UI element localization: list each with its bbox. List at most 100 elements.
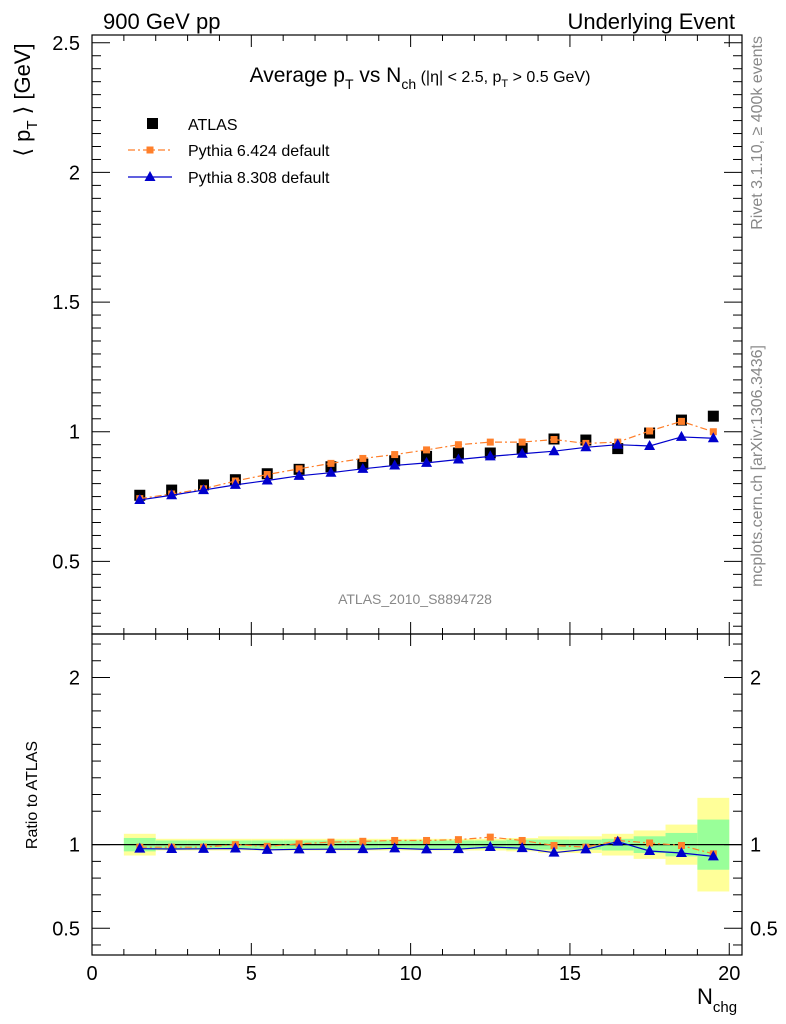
pythia8-main-point (421, 456, 433, 467)
pythia8-ratio-point (516, 842, 528, 853)
ratio-y-tick-label-right: 1 (750, 835, 761, 857)
legend-label-pythia8: Pythia 8.308 default (188, 170, 330, 187)
pythia6-ratio-point (391, 836, 399, 844)
ratio-y-axis-label: Ratio to ATLAS (24, 741, 41, 849)
main-y-tick-label: 2.5 (52, 33, 80, 55)
ratio-panel: 0 5 10 15 20 0.5 0.5 1 1 2 2 (52, 633, 778, 985)
pythia8-ratio-point (325, 843, 337, 854)
pythia8-ratio-point (261, 843, 273, 854)
pythia8-ratio-point (484, 840, 496, 851)
main-y-axis-label: ⟨ pT ⟩ [GeV] (10, 43, 41, 156)
pythia8-main-point (134, 493, 146, 504)
main-y-tick-label: 0.5 (52, 551, 80, 573)
x-tick-label: 0 (86, 963, 97, 985)
legend-marker-pythia8 (144, 171, 156, 181)
pythia8-main-point (166, 489, 178, 500)
pythia6-main-point (646, 427, 654, 435)
pythia6-ratio-point (518, 836, 526, 844)
pythia8-main-point (644, 440, 656, 451)
pythia8-ratio-point (389, 842, 401, 853)
pythia8-ratio-point (644, 845, 656, 856)
ratio-y-tick-label: 0.5 (52, 918, 80, 940)
pythia8-main-point (229, 478, 241, 489)
header-process: Underlying Event (567, 9, 735, 34)
pythia8-ratio-point (548, 846, 560, 857)
mcplots-reference-label: mcplots.cern.ch [arXiv:1306.3436] (749, 345, 766, 587)
pythia6-main-point (486, 438, 494, 446)
pythia6-main-point (359, 454, 367, 462)
header-energy: 900 GeV pp (103, 9, 220, 34)
pythia8-ratio-point (452, 843, 464, 854)
pythia8-main-point (325, 466, 337, 477)
pythia8-main-point (484, 450, 496, 461)
pythia8-ratio-point (612, 835, 624, 846)
main-panel: 0.5 1 1.5 2 2.5 (52, 33, 743, 635)
main-y-tick-label: 1 (69, 422, 80, 444)
main-y-tick-label: 2 (69, 162, 80, 184)
main-title: Average pT vs Nch (|η| < 2.5, pT > 0.5 G… (250, 64, 591, 92)
legend-marker-atlas (147, 118, 158, 129)
pythia6-ratio-point (677, 841, 685, 849)
pythia8-main-point (580, 441, 592, 452)
x-tick-label: 10 (400, 963, 422, 985)
atlas-data-point (707, 410, 719, 422)
pythia6-main-point (423, 446, 431, 454)
pythia8-main-point (707, 432, 719, 443)
pythia8-ratio-point (293, 843, 305, 854)
pythia6-ratio-point (550, 841, 558, 849)
pythia6-main-point (518, 438, 526, 446)
legend-label-atlas: ATLAS (188, 117, 238, 134)
pythia8-ratio-point (421, 843, 433, 854)
pythia8-main-point (612, 438, 624, 449)
pythia8-ratio-point (198, 842, 210, 853)
pythia8-main-line (139, 436, 714, 501)
pythia8-ratio-point (675, 847, 687, 858)
pythia8-ratio-point (707, 850, 719, 861)
pythia6-main-point (550, 436, 558, 444)
ratio-y-tick-label-right: 2 (750, 667, 761, 689)
pythia8-main-point (198, 484, 210, 495)
pythia8-main-point (516, 447, 528, 458)
pythia8-main-point (357, 462, 369, 473)
pythia6-main-point (295, 465, 303, 473)
pythia8-main-point (293, 469, 305, 480)
pythia6-ratio-point (486, 833, 494, 841)
ratio-y-tick-label: 1 (69, 835, 80, 857)
pythia6-main-point (391, 451, 399, 459)
x-axis-label: Nchg (697, 984, 737, 1016)
pythia8-ratio-point (580, 843, 592, 854)
pythia8-main-point (261, 474, 273, 485)
x-tick-label: 15 (559, 963, 581, 985)
pythia6-main-point (327, 459, 335, 467)
pythia6-ratio-point (359, 837, 367, 845)
pythia8-main-point (452, 453, 464, 464)
legend-label-pythia6: Pythia 6.424 default (188, 143, 330, 160)
x-tick-label: 20 (718, 963, 740, 985)
analysis-tag: ATLAS_2010_S8894728 (338, 591, 492, 607)
pythia8-ratio-point (166, 843, 178, 854)
main-y-tick-label: 1.5 (52, 292, 80, 314)
pythia8-main-point (548, 445, 560, 456)
pythia6-main-point (677, 417, 685, 425)
ratio-y-tick-label-right: 0.5 (750, 918, 778, 940)
pythia6-ratio-point (454, 836, 462, 844)
legend: ATLAS Pythia 6.424 default Pythia 8.308 … (128, 117, 330, 187)
atlas-data-point (421, 450, 433, 462)
pythia8-ratio-point (134, 842, 146, 853)
x-tick-label: 5 (246, 963, 257, 985)
rivet-version-label: Rivet 3.1.10, ≥ 400k events (749, 36, 766, 230)
ratio-frame (91, 633, 743, 956)
pythia6-ratio-point (646, 839, 654, 847)
pythia8-ratio-point (229, 842, 241, 853)
pythia8-ratio-point (357, 843, 369, 854)
pythia6-main-point (454, 441, 462, 449)
pythia6-ratio-point (327, 838, 335, 846)
legend-marker-pythia6 (146, 146, 154, 154)
ratio-y-tick-label: 2 (69, 667, 80, 689)
pythia8-main-point (675, 430, 687, 441)
pythia8-main-point (389, 459, 401, 470)
pythia6-main-point (709, 428, 717, 436)
atlas-data-point (452, 447, 464, 459)
pythia6-ratio-point (423, 836, 431, 844)
